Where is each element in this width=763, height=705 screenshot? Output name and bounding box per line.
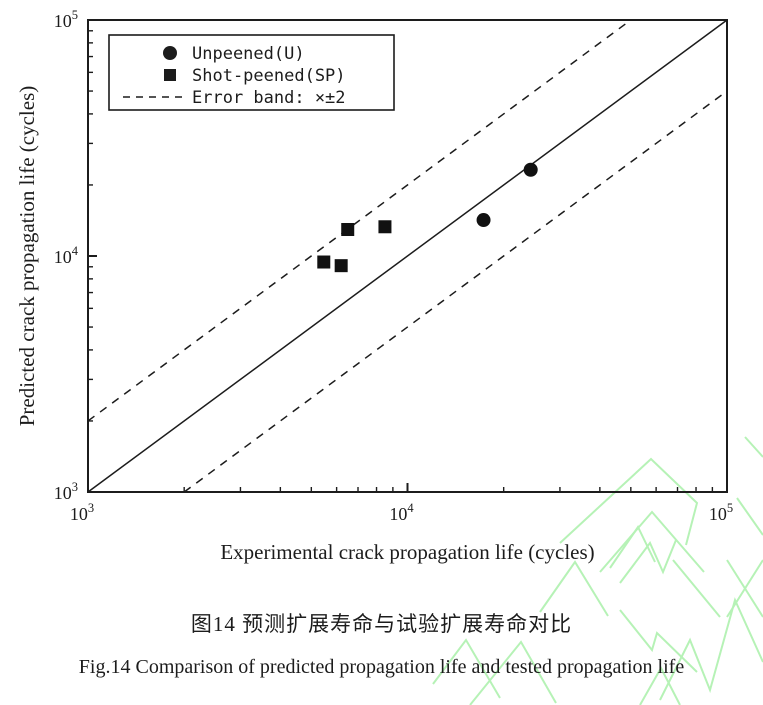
legend-label: Unpeened(U) <box>192 44 305 64</box>
watermark-stroke <box>639 665 681 705</box>
data-point-unpeened <box>523 162 538 177</box>
legend-label: Error band: ×±2 <box>192 88 346 108</box>
y-tick-label: 105 <box>54 8 78 31</box>
legend-box <box>108 34 395 111</box>
watermark-stroke <box>469 640 557 705</box>
data-point-shot-peened <box>334 259 348 273</box>
y-tick-label: 104 <box>54 244 79 267</box>
watermark-stroke <box>619 539 677 584</box>
x-tick-label: 104 <box>389 501 414 524</box>
watermark-stroke <box>736 497 763 536</box>
watermark-stroke <box>559 457 699 546</box>
caption-english: Fig.14 Comparison of predicted propagati… <box>78 656 685 678</box>
watermark-stroke <box>539 560 609 617</box>
watermark-stroke <box>619 609 698 673</box>
x-tick-label: 103 <box>70 501 94 524</box>
watermark-stroke <box>672 559 721 618</box>
watermark-stroke <box>432 638 501 699</box>
y-axis-title: Predicted crack propagation life (cycles… <box>15 86 39 427</box>
identity-line <box>87 19 728 493</box>
watermark-stroke <box>659 597 763 701</box>
data-point-shot-peened <box>378 220 392 234</box>
legend-marker-circle <box>163 46 177 60</box>
caption-chinese: 图14 预测扩展寿命与试验扩展寿命对比 <box>190 612 573 636</box>
y-tick-label: 103 <box>54 480 78 503</box>
axis-ticks <box>87 19 728 493</box>
watermark-stroke <box>599 510 705 573</box>
watermark-stroke <box>744 436 763 458</box>
error-band-lower <box>183 90 728 493</box>
legend-marker-square <box>164 69 176 81</box>
error-band-upper <box>87 19 632 422</box>
x-tick-label: 105 <box>709 501 733 524</box>
data-points <box>317 162 538 273</box>
x-axis-title: Experimental crack propagation life (cyc… <box>220 540 594 564</box>
data-point-unpeened <box>476 213 491 228</box>
watermark <box>432 436 763 705</box>
legend-label: Shot-peened(SP) <box>192 66 346 86</box>
watermark-stroke <box>609 525 656 569</box>
data-point-shot-peened <box>317 255 331 269</box>
data-point-shot-peened <box>341 223 355 237</box>
legend: Unpeened(U)Shot-peened(SP)Error band: ×±… <box>108 34 395 111</box>
